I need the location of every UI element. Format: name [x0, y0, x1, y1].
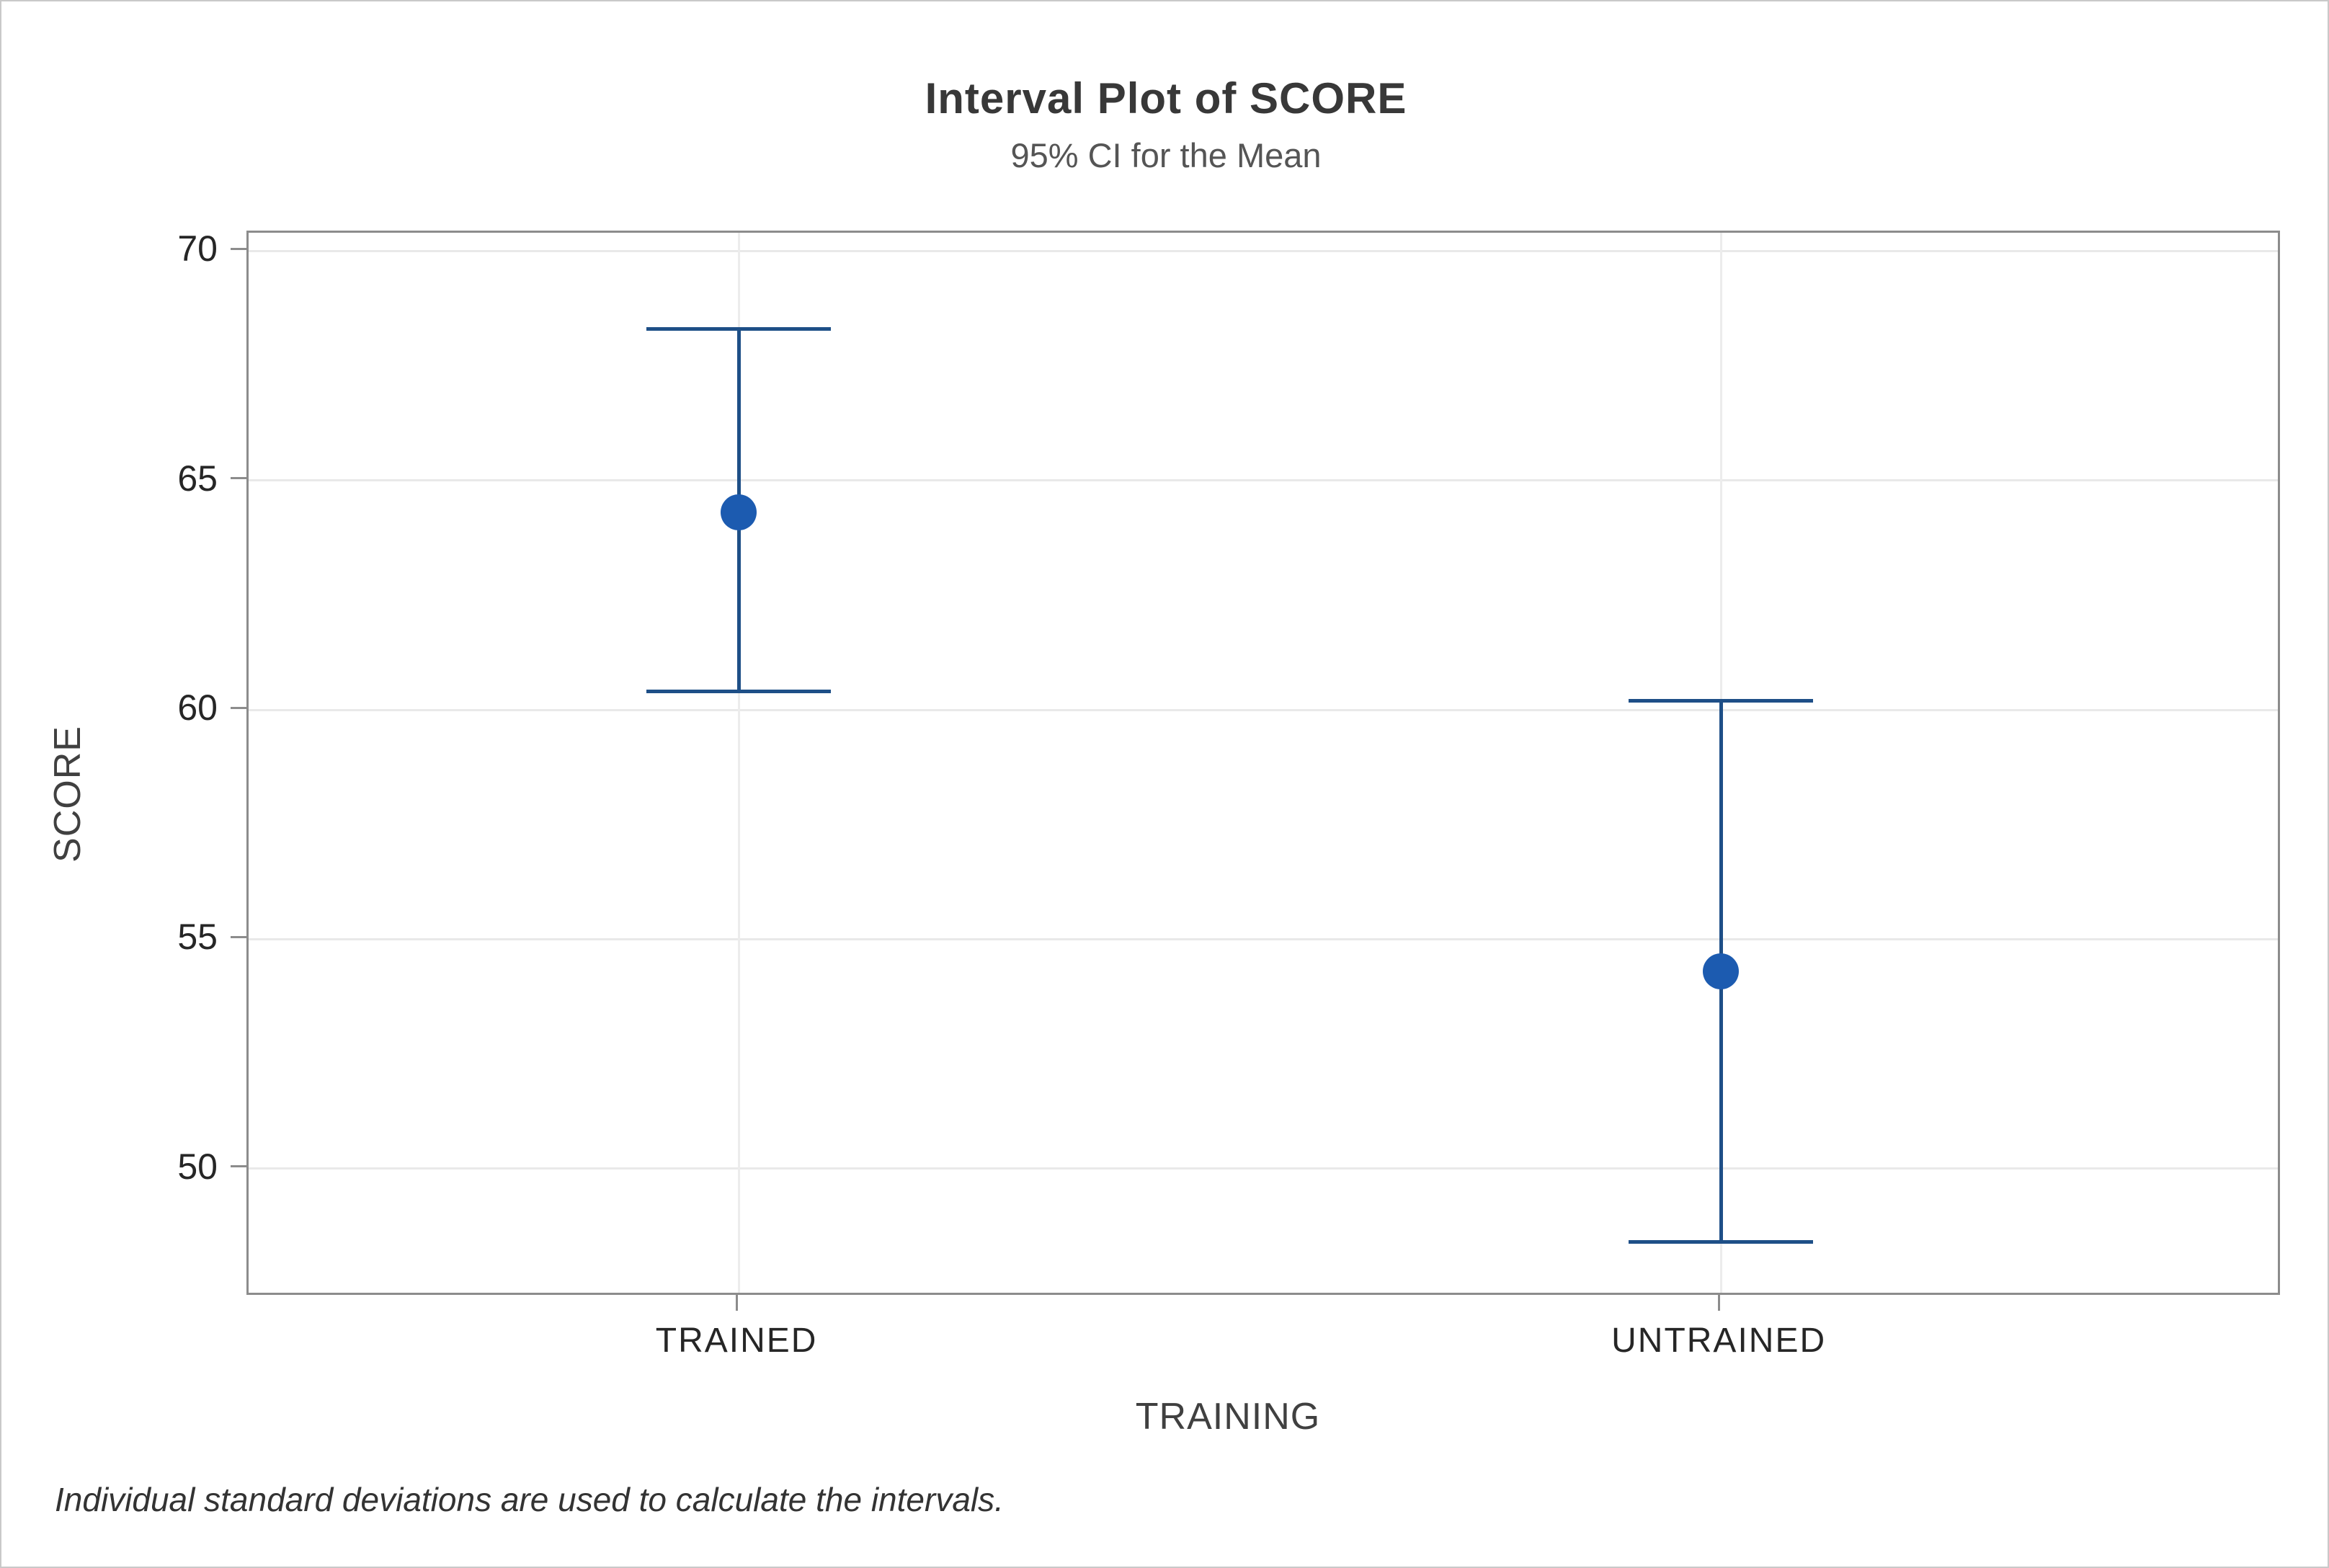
x-tick-mark [1717, 1295, 1720, 1311]
x-axis-title: TRAINING [1135, 1396, 1321, 1438]
mean-marker [1703, 953, 1740, 989]
x-category-label: UNTRAINED [1611, 1322, 1827, 1360]
y-tick-mark [231, 935, 246, 938]
y-tick-mark [231, 706, 246, 709]
interval-cap-upper [1629, 698, 1814, 703]
y-tick-label: 50 [177, 1146, 218, 1187]
v-gridline [737, 233, 740, 1293]
y-tick-label: 55 [177, 917, 218, 958]
y-tick-label: 60 [177, 687, 218, 729]
h-gridline [249, 1167, 2278, 1170]
y-tick-label: 70 [177, 228, 218, 270]
y-tick-mark [231, 1165, 246, 1168]
x-tick-mark [735, 1295, 738, 1311]
footnote-text: Individual standard deviations are used … [55, 1481, 1004, 1518]
chart-title: Interval Plot of SCORE [925, 74, 1407, 122]
mean-marker [721, 494, 757, 531]
plot-area [246, 231, 2280, 1295]
chart-subtitle: 95% CI for the Mean [1010, 136, 1322, 174]
y-tick-mark [231, 477, 246, 480]
interval-cap-lower [1629, 1240, 1814, 1244]
y-axis-title: SCORE [47, 726, 89, 863]
h-gridline [249, 249, 2278, 252]
h-gridline [249, 937, 2278, 940]
y-tick-label: 65 [177, 458, 218, 499]
y-tick-mark [231, 247, 246, 250]
x-category-label: TRAINED [655, 1322, 818, 1360]
interval-cap-upper [646, 327, 832, 331]
h-gridline [249, 708, 2278, 711]
h-gridline [249, 479, 2278, 482]
interval-cap-lower [646, 690, 832, 694]
